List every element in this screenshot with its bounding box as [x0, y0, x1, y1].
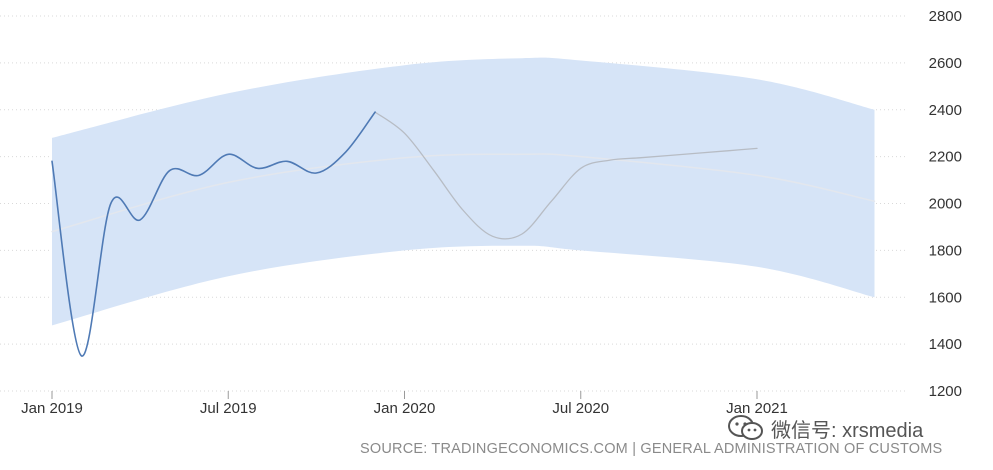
- watermark-text: 微信号: xrsmedia: [771, 419, 924, 442]
- watermark: 微信号: xrsmedia: [727, 413, 923, 443]
- y-axis: 1200 1400 1600 1800 2000 2200 2400 2600 2800: [929, 8, 962, 400]
- y-tick-label: 1600: [929, 289, 962, 306]
- x-tick-label: Jan 2020: [374, 400, 436, 417]
- series-layer: [51, 111, 876, 357]
- y-tick-label: 1800: [929, 242, 962, 259]
- x-tick-label: Jan 2021: [726, 400, 788, 417]
- y-tick-label: 2000: [929, 196, 962, 213]
- y-tick-label: 2600: [929, 55, 962, 72]
- series-line-trend: [51, 153, 876, 233]
- x-tick-label: Jan 2019: [21, 400, 83, 417]
- x-tick-label: Jul 2020: [552, 400, 609, 417]
- confidence-band-layer: [52, 57, 875, 326]
- series-line-forecast: [374, 111, 758, 240]
- y-tick-label: 2400: [929, 102, 962, 119]
- line-chart: Jan 2019 Jul 2019 Jan 2020 Jul 2020 Jan 2021…: [0, 8, 962, 417]
- x-axis: Jan 2019 Jul 2019 Jan 2020 Jul 2020 Jan 2021: [21, 391, 788, 417]
- series-line-actual: [51, 111, 376, 357]
- x-tick-label: Jul 2019: [200, 400, 257, 417]
- y-tick-label: 1400: [929, 336, 962, 353]
- confidence-band: [52, 57, 875, 326]
- wechat-icon: [728, 415, 763, 440]
- y-tick-label: 2200: [929, 149, 962, 166]
- source-caption: SOURCE: TRADINGECONOMICS.COM | GENERAL A…: [360, 441, 943, 457]
- y-tick-label: 1200: [929, 383, 962, 400]
- y-tick-label: 2800: [929, 8, 962, 25]
